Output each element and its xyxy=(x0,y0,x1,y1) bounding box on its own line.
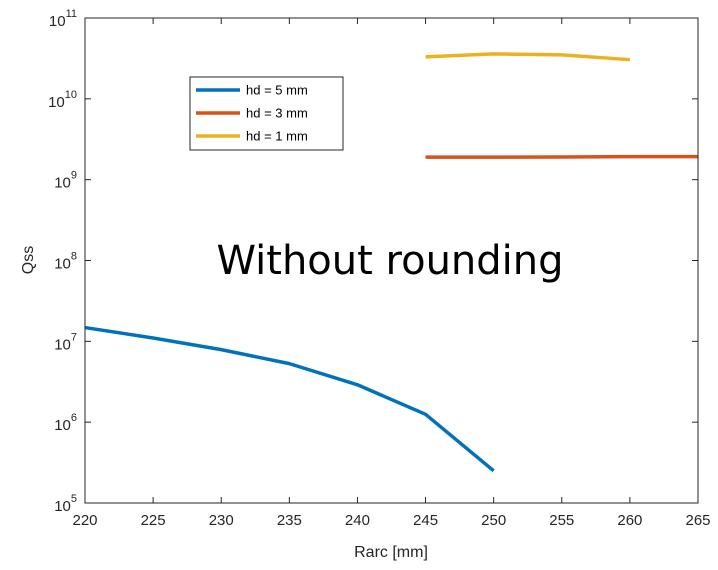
y-tick-exponent: 5 xyxy=(71,493,77,505)
x-tick-label: 255 xyxy=(549,512,574,529)
y-tick-exponent: 9 xyxy=(71,170,77,182)
y-tick-base: 10 xyxy=(48,94,65,111)
x-tick-label: 260 xyxy=(617,512,642,529)
legend-label: hd = 3 mm xyxy=(246,106,308,121)
y-tick-base: 10 xyxy=(54,336,71,353)
y-tick-base: 10 xyxy=(54,256,71,273)
chart-annotation: Without rounding xyxy=(216,238,563,284)
x-tick-label: 220 xyxy=(72,512,97,529)
x-axis: 220 225 230 235 240 245 250 255 260 265 xyxy=(72,18,711,529)
y-tick-exponent: 8 xyxy=(71,251,77,263)
legend-label: hd = 5 mm xyxy=(246,83,308,98)
y-tick-label: 107 xyxy=(54,331,77,353)
y-tick-label: 109 xyxy=(54,170,77,192)
y-tick-label: 1010 xyxy=(48,89,77,111)
y-tick-exponent: 7 xyxy=(71,331,77,343)
series-line-1 xyxy=(84,325,495,473)
x-tick-label: 230 xyxy=(209,512,234,529)
legend: hd = 5 mm hd = 3 mm hd = 1 mm xyxy=(189,76,344,151)
x-tick-label: 235 xyxy=(277,512,302,529)
x-tick-label: 250 xyxy=(481,512,506,529)
x-axis-label: Rarc [mm] xyxy=(354,544,428,561)
y-tick-label: 1011 xyxy=(49,8,77,30)
series-layer xyxy=(84,52,698,473)
x-tick-label: 265 xyxy=(685,512,710,529)
y-tick-base: 10 xyxy=(54,417,71,434)
y-tick-label: 106 xyxy=(54,412,77,434)
y-tick-base: 10 xyxy=(49,13,66,30)
y-tick-base: 10 xyxy=(54,175,71,192)
x-tick-label: 240 xyxy=(345,512,370,529)
y-tick-exponent: 10 xyxy=(65,89,77,101)
y-tick-label: 105 xyxy=(54,493,77,515)
y-tick-base: 10 xyxy=(54,498,71,515)
x-tick-label: 225 xyxy=(141,512,166,529)
y-axis-label: Qss xyxy=(20,246,37,274)
x-tick-label: 245 xyxy=(413,512,438,529)
y-tick-exponent: 11 xyxy=(66,8,77,20)
series-line-2 xyxy=(425,154,698,159)
y-tick-label: 108 xyxy=(54,251,77,273)
legend-label: hd = 1 mm xyxy=(246,129,308,144)
plot-area xyxy=(85,18,698,503)
series-line-3 xyxy=(425,52,631,62)
y-tick-exponent: 6 xyxy=(71,412,77,424)
